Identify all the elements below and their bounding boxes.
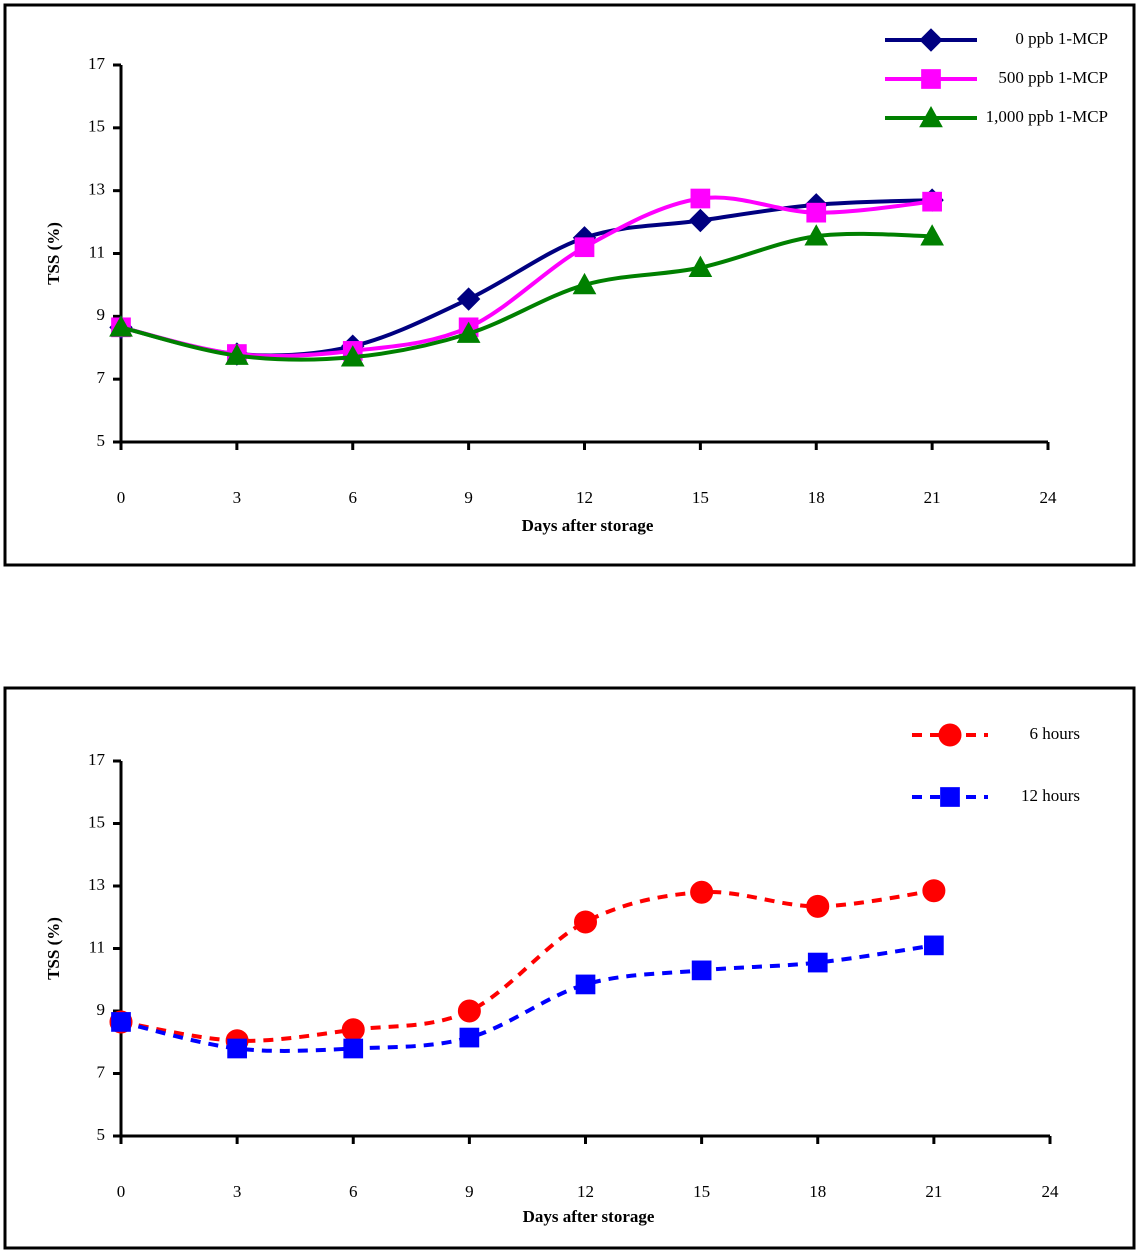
- data-point: [227, 1038, 247, 1059]
- legend-label: 500 ppb 1-MCP: [998, 68, 1108, 87]
- x-tick-label: 9: [465, 1182, 474, 1201]
- y-tick-label: 13: [88, 875, 105, 894]
- y-tick-label: 15: [88, 117, 105, 136]
- data-point: [111, 1012, 131, 1032]
- x-tick-label: 21: [924, 488, 941, 507]
- series-line: [120, 231, 933, 362]
- series-line: [120, 888, 935, 1043]
- y-tick-label: 11: [89, 242, 105, 261]
- legend-marker: [919, 105, 943, 128]
- data-point: [807, 952, 828, 973]
- y-tick-label: 7: [97, 1062, 106, 1081]
- data-point: [806, 202, 827, 223]
- data-point: [806, 894, 830, 918]
- data-point: [340, 345, 365, 367]
- legend-label: 12 hours: [1021, 786, 1080, 805]
- x-tick-label: 6: [349, 1182, 358, 1201]
- panel-frame: [3, 686, 1136, 1250]
- data-point: [690, 188, 711, 209]
- legend-label: 6 hours: [1029, 724, 1080, 743]
- x-tick-label: 24: [1040, 488, 1058, 507]
- y-tick-label: 15: [88, 812, 105, 831]
- y-axis-title: TSS (%): [44, 222, 63, 285]
- data-point: [574, 237, 595, 258]
- y-tick-label: 9: [97, 305, 106, 324]
- y-tick-label: 7: [97, 368, 106, 387]
- legend-label: 0 ppb 1-MCP: [1015, 29, 1108, 48]
- x-tick-label: 3: [233, 488, 242, 507]
- x-tick-label: 21: [925, 1182, 942, 1201]
- legend-marker: [940, 787, 960, 807]
- x-axis-title: Days after storage: [523, 1207, 655, 1226]
- data-point: [574, 910, 597, 934]
- x-tick-label: 12: [576, 488, 593, 507]
- y-tick-label: 9: [97, 1000, 106, 1019]
- y-axis-title: TSS (%): [44, 917, 63, 980]
- data-point: [341, 1018, 365, 1042]
- data-point: [109, 315, 133, 337]
- data-point: [572, 272, 597, 295]
- x-tick-label: 15: [693, 1182, 710, 1201]
- data-point: [922, 879, 946, 903]
- x-axis-title: Days after storage: [522, 516, 654, 535]
- data-point: [459, 1027, 480, 1048]
- data-point: [688, 208, 713, 233]
- series-line: [120, 943, 935, 1053]
- x-tick-label: 0: [117, 1182, 126, 1201]
- data-point: [920, 224, 944, 246]
- data-point: [924, 935, 944, 956]
- x-tick-label: 9: [464, 488, 473, 507]
- data-point: [225, 343, 249, 365]
- x-tick-label: 24: [1042, 1182, 1060, 1201]
- data-point: [688, 255, 713, 277]
- data-point: [456, 321, 481, 343]
- data-point: [690, 880, 714, 904]
- data-point: [691, 960, 712, 981]
- y-tick-label: 13: [88, 180, 105, 199]
- data-point: [804, 224, 829, 246]
- panel-frame: [3, 3, 1136, 567]
- data-point: [575, 974, 596, 995]
- data-point: [922, 191, 942, 212]
- x-tick-label: 6: [349, 488, 358, 507]
- x-tick-label: 18: [809, 1182, 826, 1201]
- legend-label: 1,000 ppb 1-MCP: [986, 107, 1108, 126]
- x-tick-label: 18: [808, 488, 825, 507]
- x-tick-label: 12: [577, 1182, 594, 1201]
- y-tick-label: 5: [97, 431, 106, 450]
- x-tick-label: 0: [117, 488, 126, 507]
- y-tick-label: 5: [97, 1125, 106, 1144]
- x-tick-label: 15: [692, 488, 709, 507]
- series-line: [120, 198, 933, 358]
- data-point: [343, 1038, 364, 1059]
- y-tick-label: 17: [88, 750, 106, 769]
- series-line: [120, 195, 933, 358]
- y-tick-label: 11: [89, 937, 105, 956]
- y-tick-label: 17: [88, 54, 106, 73]
- data-point: [456, 287, 481, 311]
- legend-marker: [938, 723, 962, 747]
- legend-marker: [919, 28, 943, 52]
- legend-marker: [921, 69, 941, 89]
- x-tick-label: 3: [233, 1182, 242, 1201]
- data-point: [457, 999, 481, 1023]
